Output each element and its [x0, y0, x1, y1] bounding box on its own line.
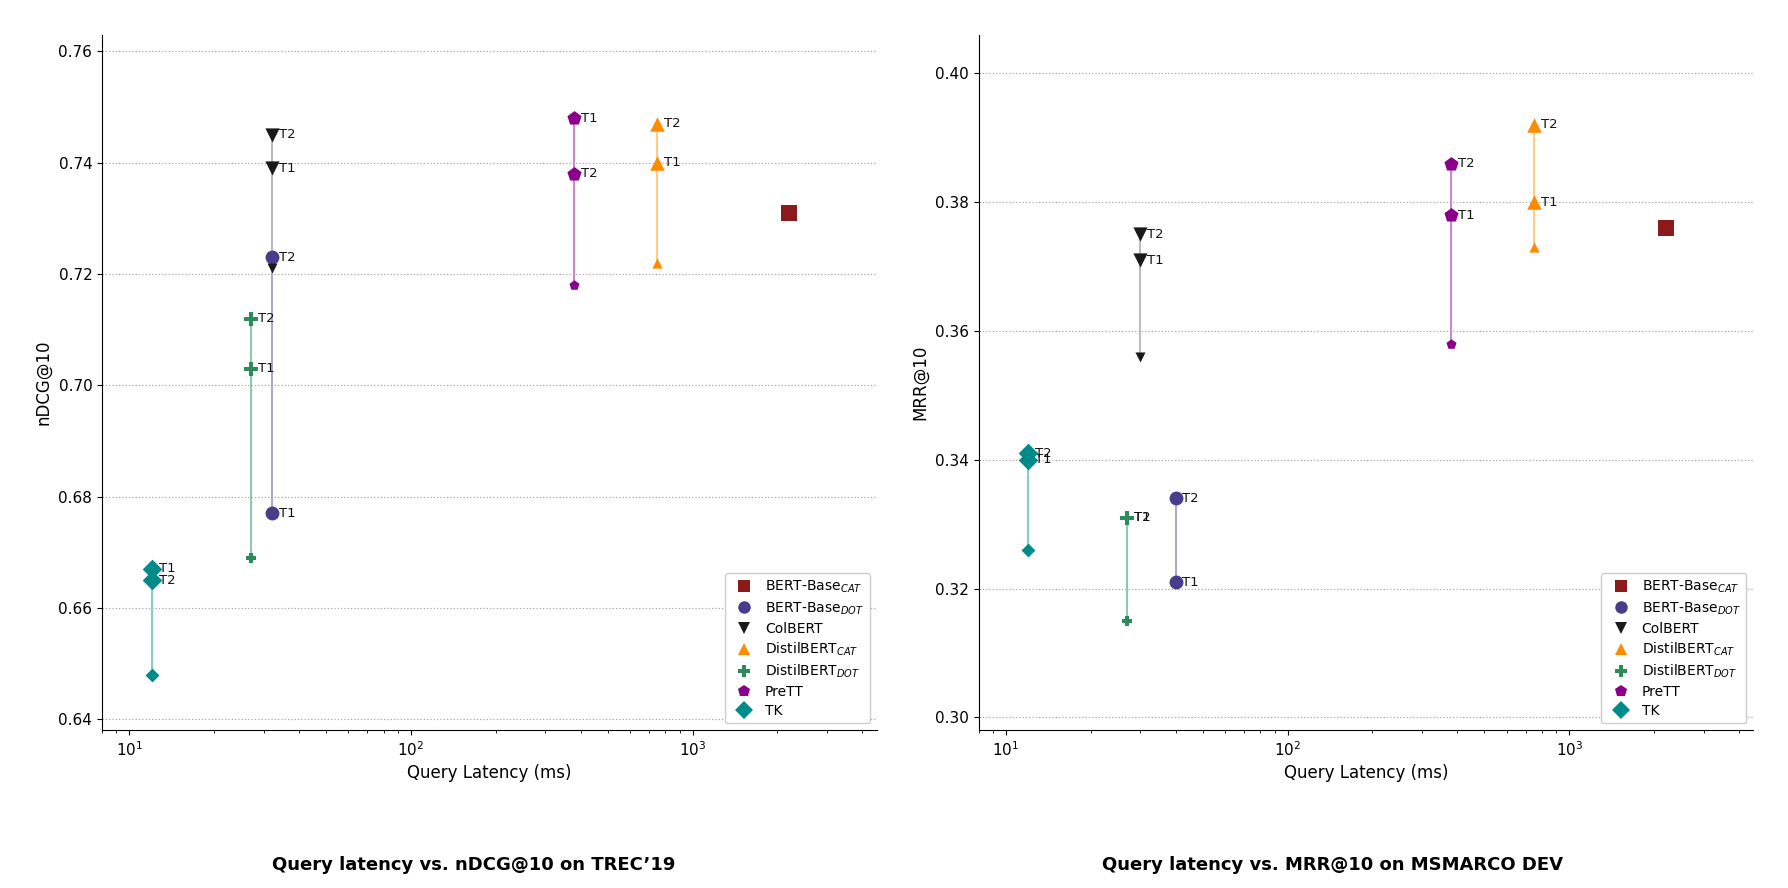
- Point: [236, 361, 265, 376]
- Point: [138, 668, 166, 682]
- Text: T2: T2: [257, 312, 274, 325]
- Text: T1: T1: [1182, 575, 1200, 589]
- Point: [257, 128, 286, 142]
- Point: [1436, 337, 1464, 351]
- Point: [257, 161, 286, 175]
- Text: T2: T2: [279, 129, 295, 141]
- Point: [1126, 350, 1155, 364]
- Point: [138, 562, 166, 576]
- Point: [1126, 253, 1155, 267]
- Text: T1: T1: [1457, 209, 1475, 221]
- Point: [560, 167, 588, 181]
- Point: [1014, 453, 1042, 467]
- Point: [257, 261, 286, 275]
- Point: [257, 250, 286, 265]
- Point: [1114, 511, 1143, 525]
- Point: [1126, 227, 1155, 242]
- Point: [560, 278, 588, 292]
- Legend: BERT-Base$_{CAT}$, BERT-Base$_{DOT}$, ColBERT, DistilBERT$_{CAT}$, DistilBERT$_{: BERT-Base$_{CAT}$, BERT-Base$_{DOT}$, Co…: [1602, 574, 1747, 724]
- Text: T2: T2: [159, 574, 175, 586]
- Point: [1160, 575, 1189, 590]
- Point: [1014, 543, 1042, 557]
- Y-axis label: MRR@10: MRR@10: [912, 345, 930, 420]
- Text: T1: T1: [279, 507, 295, 519]
- Point: [236, 312, 265, 326]
- Point: [1114, 511, 1143, 525]
- Text: T1: T1: [581, 112, 597, 124]
- Point: [1520, 240, 1548, 254]
- Point: [236, 551, 265, 565]
- X-axis label: Query Latency (ms): Query Latency (ms): [1284, 765, 1448, 782]
- Text: Query latency vs. nDCG@10 on TREC’19: Query latency vs. nDCG@10 on TREC’19: [272, 856, 676, 875]
- Point: [1652, 221, 1681, 235]
- Text: T2: T2: [1035, 447, 1051, 460]
- Point: [1436, 208, 1464, 222]
- Text: T1: T1: [1134, 511, 1151, 524]
- Text: T2: T2: [665, 117, 681, 131]
- Text: T2: T2: [1134, 511, 1151, 524]
- Text: T1: T1: [1148, 254, 1164, 266]
- Text: T2: T2: [1182, 492, 1200, 505]
- Point: [1014, 447, 1042, 461]
- Point: [644, 256, 672, 270]
- Text: T2: T2: [581, 167, 597, 180]
- Text: T2: T2: [1541, 118, 1557, 131]
- Text: T1: T1: [257, 362, 274, 375]
- Text: Query latency vs. MRR@10 on MSMARCO DEV: Query latency vs. MRR@10 on MSMARCO DEV: [1101, 856, 1563, 875]
- Legend: BERT-Base$_{CAT}$, BERT-Base$_{DOT}$, ColBERT, DistilBERT$_{CAT}$, DistilBERT$_{: BERT-Base$_{CAT}$, BERT-Base$_{DOT}$, Co…: [724, 574, 869, 724]
- Text: T1: T1: [1541, 195, 1557, 209]
- Text: T2: T2: [1457, 157, 1475, 170]
- Y-axis label: nDCG@10: nDCG@10: [34, 340, 52, 425]
- Point: [1436, 156, 1464, 170]
- Point: [644, 155, 672, 170]
- Text: T1: T1: [1035, 453, 1051, 466]
- Point: [560, 111, 588, 125]
- Point: [257, 506, 286, 520]
- Point: [1520, 118, 1548, 132]
- X-axis label: Query Latency (ms): Query Latency (ms): [408, 765, 572, 782]
- Point: [1160, 491, 1189, 505]
- Point: [774, 206, 803, 220]
- Text: T1: T1: [665, 156, 681, 170]
- Text: T1: T1: [159, 562, 175, 575]
- Point: [1114, 614, 1143, 628]
- Text: T2: T2: [279, 250, 295, 264]
- Point: [138, 573, 166, 587]
- Text: T2: T2: [1148, 228, 1164, 241]
- Point: [1520, 195, 1548, 210]
- Text: T1: T1: [279, 162, 295, 175]
- Point: [644, 116, 672, 131]
